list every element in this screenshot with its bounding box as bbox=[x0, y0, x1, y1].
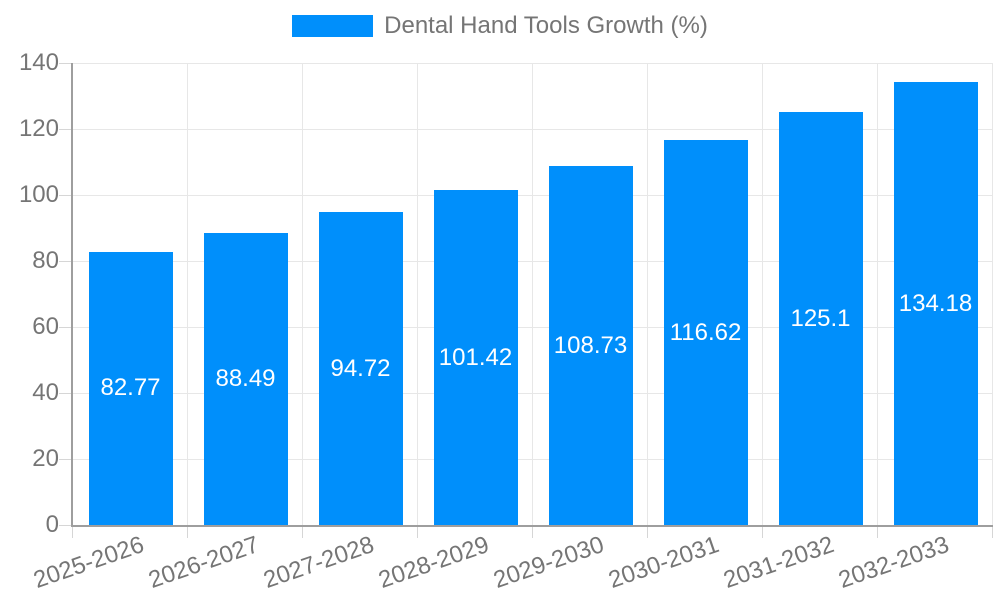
gridline-horizontal bbox=[73, 63, 993, 64]
bar[interactable]: 82.77 bbox=[88, 251, 173, 525]
gridline-vertical bbox=[877, 63, 878, 525]
legend-label: Dental Hand Tools Growth (%) bbox=[384, 12, 708, 39]
x-axis-tick bbox=[877, 527, 878, 538]
x-axis-tick bbox=[532, 527, 533, 538]
y-axis-tick bbox=[59, 393, 71, 394]
y-axis-tick-label: 80 bbox=[32, 247, 59, 274]
plot-area: 82.77 88.49 94.72 101.42 108.73 116.62 125.1 13… bbox=[59, 63, 993, 538]
gridline-horizontal bbox=[73, 261, 993, 262]
gridline-vertical bbox=[187, 63, 188, 525]
y-axis-tick bbox=[59, 459, 71, 460]
x-axis-tick-label: 2028-2029 bbox=[374, 531, 492, 594]
y-axis-tick-label: 20 bbox=[32, 445, 59, 472]
gridline-horizontal bbox=[73, 393, 993, 394]
bar-value-label: 82.77 bbox=[100, 374, 161, 402]
bar[interactable]: 101.42 bbox=[433, 190, 518, 525]
y-axis-tick bbox=[59, 525, 71, 526]
x-axis-tick-label: 2031-2032 bbox=[719, 531, 837, 594]
gridline-horizontal bbox=[73, 327, 993, 328]
bar-value-label: 101.42 bbox=[438, 343, 513, 371]
y-axis-tick bbox=[59, 327, 71, 328]
bar[interactable]: 134.18 bbox=[893, 82, 978, 525]
y-axis-tick-label: 0 bbox=[45, 511, 59, 538]
y-axis-tick-label: 40 bbox=[32, 379, 59, 406]
y-axis-tick bbox=[59, 63, 71, 64]
x-axis-tick bbox=[647, 527, 648, 538]
gridline-horizontal bbox=[73, 459, 993, 460]
x-axis-tick bbox=[992, 527, 993, 538]
bar[interactable]: 94.72 bbox=[318, 212, 403, 525]
gridline-vertical bbox=[647, 63, 648, 525]
bar[interactable]: 125.1 bbox=[778, 112, 863, 525]
bar-value-label: 108.73 bbox=[553, 331, 628, 359]
bar-value-label: 125.1 bbox=[790, 304, 851, 332]
bar-value-label: 94.72 bbox=[330, 354, 391, 382]
x-axis-tick-label: 2030-2031 bbox=[604, 531, 722, 594]
x-axis-tick bbox=[762, 527, 763, 538]
y-axis-tick bbox=[59, 129, 71, 130]
x-axis-tick bbox=[187, 527, 188, 538]
bar-value-label: 88.49 bbox=[215, 364, 276, 392]
gridline-vertical bbox=[532, 63, 533, 525]
gridline-vertical bbox=[762, 63, 763, 525]
y-axis-tick-label: 140 bbox=[18, 49, 59, 76]
y-axis-tick-label: 120 bbox=[18, 115, 59, 142]
y-axis-tick-label: 100 bbox=[18, 181, 59, 208]
y-axis-tick bbox=[59, 195, 71, 196]
x-axis-tick-label: 2032-2033 bbox=[834, 531, 952, 594]
x-axis-tick bbox=[302, 527, 303, 538]
bar[interactable]: 108.73 bbox=[548, 166, 633, 525]
x-axis-tick-label: 2026-2027 bbox=[144, 531, 262, 594]
gridline-horizontal bbox=[73, 129, 993, 130]
bar-value-label: 134.18 bbox=[898, 289, 973, 317]
x-axis-tick bbox=[72, 527, 73, 538]
bar-value-label: 116.62 bbox=[669, 318, 742, 346]
bar[interactable]: 88.49 bbox=[203, 232, 288, 525]
gridline-horizontal bbox=[73, 195, 993, 196]
x-axis-line bbox=[71, 525, 993, 527]
y-axis-tick-label: 60 bbox=[32, 313, 59, 340]
y-axis-line bbox=[71, 63, 73, 525]
legend-item[interactable]: Dental Hand Tools Growth (%) bbox=[292, 12, 708, 40]
gridline-vertical bbox=[302, 63, 303, 525]
gridline-vertical bbox=[417, 63, 418, 525]
x-axis-tick-label: 2029-2030 bbox=[489, 531, 607, 594]
y-axis-tick bbox=[59, 261, 71, 262]
x-axis-tick bbox=[417, 527, 418, 538]
bar[interactable]: 116.62 bbox=[663, 140, 748, 525]
legend: Dental Hand Tools Growth (%) bbox=[0, 12, 1000, 40]
x-axis-tick-label: 2025-2026 bbox=[29, 531, 147, 594]
legend-swatch-icon bbox=[292, 15, 374, 37]
gridline-vertical bbox=[992, 63, 993, 525]
x-axis-tick-label: 2027-2028 bbox=[259, 531, 377, 594]
